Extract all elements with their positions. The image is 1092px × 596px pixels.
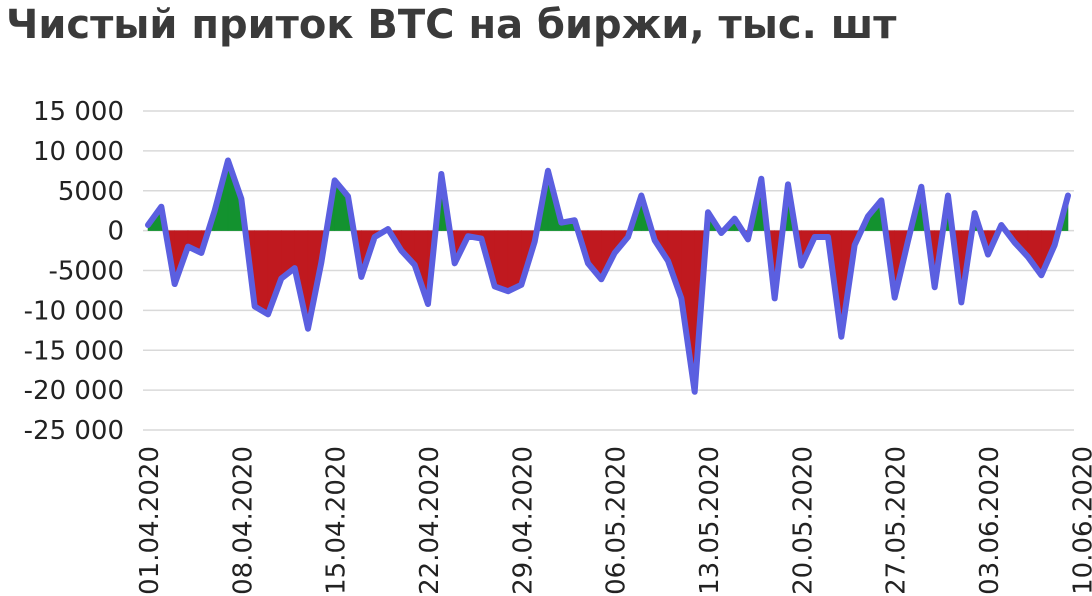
data-point [893, 296, 897, 300]
data-point [906, 239, 910, 243]
data-point [186, 245, 190, 249]
data-point [359, 275, 363, 279]
data-point [959, 300, 963, 304]
data-point [213, 209, 217, 213]
y-tick-label: -15 000 [24, 336, 124, 366]
x-tick-label: 01.04.2020 [135, 446, 165, 595]
data-point [386, 227, 390, 231]
data-point [946, 194, 950, 198]
series-line-path [145, 157, 1071, 395]
data-point [733, 217, 737, 221]
data-point [226, 158, 230, 162]
data-point [426, 302, 430, 306]
data-point [746, 237, 750, 241]
data-point [506, 289, 510, 293]
data-point [439, 172, 443, 176]
data-point [973, 211, 977, 215]
series-line [145, 157, 1071, 395]
data-point [639, 194, 643, 198]
data-point [413, 263, 417, 267]
data-point [159, 205, 163, 209]
data-point [199, 251, 203, 255]
y-tick-label: -20 000 [24, 376, 124, 406]
data-point [279, 276, 283, 280]
data-point [879, 198, 883, 202]
data-point [373, 235, 377, 239]
data-point [533, 240, 537, 244]
data-point [493, 284, 497, 288]
x-tick-label: 15.04.2020 [322, 446, 352, 595]
data-point [586, 261, 590, 265]
data-point [146, 223, 150, 227]
x-tick-label: 29.04.2020 [508, 446, 538, 595]
x-tick-label: 06.05.2020 [602, 446, 632, 595]
data-point [399, 249, 403, 253]
data-point [519, 283, 523, 287]
data-point [919, 185, 923, 189]
data-point [1026, 255, 1030, 259]
data-point [826, 235, 830, 239]
data-point [1066, 194, 1070, 198]
data-point [626, 235, 630, 239]
data-point [799, 264, 803, 268]
data-point [466, 234, 470, 238]
data-point [306, 327, 310, 331]
chart-title: Чистый приток BTC на биржи, тыс. шт [6, 2, 897, 48]
y-tick-label: 5000 [58, 177, 124, 207]
x-axis-labels: 01.04.2020 08.04.2020 15.04.2020 22.04.2020… [135, 446, 1092, 595]
data-point [786, 182, 790, 186]
data-point [866, 214, 870, 218]
data-point [266, 312, 270, 316]
x-tick-label: 10.06.2020 [1068, 446, 1092, 595]
data-point [546, 169, 550, 173]
x-tick-label: 27.05.2020 [882, 446, 912, 595]
data-point [999, 223, 1003, 227]
x-tick-label: 13.05.2020 [695, 446, 725, 595]
data-point [173, 282, 177, 286]
data-point [986, 253, 990, 257]
data-point [679, 296, 683, 300]
data-point [319, 261, 323, 265]
data-point [333, 178, 337, 182]
data-point [653, 238, 657, 242]
data-point [613, 251, 617, 255]
data-point [666, 259, 670, 263]
data-point [853, 243, 857, 247]
data-point [559, 221, 563, 225]
y-tick-label: 10 000 [33, 137, 124, 167]
data-point [719, 231, 723, 235]
y-tick-label: -10 000 [24, 296, 124, 326]
y-tick-label: 0 [107, 217, 124, 247]
data-point [599, 277, 603, 281]
x-tick-label: 03.06.2020 [975, 446, 1005, 595]
x-tick-label: 08.04.2020 [228, 446, 258, 595]
y-tick-label: -5000 [48, 257, 124, 287]
data-point [346, 194, 350, 198]
data-point [839, 335, 843, 339]
data-point [573, 218, 577, 222]
x-tick-label: 22.04.2020 [415, 446, 445, 595]
y-tick-label: 15 000 [33, 97, 124, 127]
data-point [813, 235, 817, 239]
x-tick-label: 20.05.2020 [788, 446, 818, 595]
data-point [693, 390, 697, 394]
data-point [239, 197, 243, 201]
y-axis-labels: 15 000 10 000 5000 0 -5000 -10 000 -15 000 -20 … [24, 97, 124, 446]
area-negative [494, 230, 509, 292]
data-point [1039, 273, 1043, 277]
data-point [293, 266, 297, 270]
data-point [453, 261, 457, 265]
data-point [759, 177, 763, 181]
data-point [253, 304, 257, 308]
data-point [773, 296, 777, 300]
data-point [479, 237, 483, 241]
data-point [1013, 241, 1017, 245]
data-point [933, 285, 937, 289]
data-point [1053, 243, 1057, 247]
y-tick-label: -25 000 [24, 416, 124, 446]
data-point [706, 210, 710, 214]
